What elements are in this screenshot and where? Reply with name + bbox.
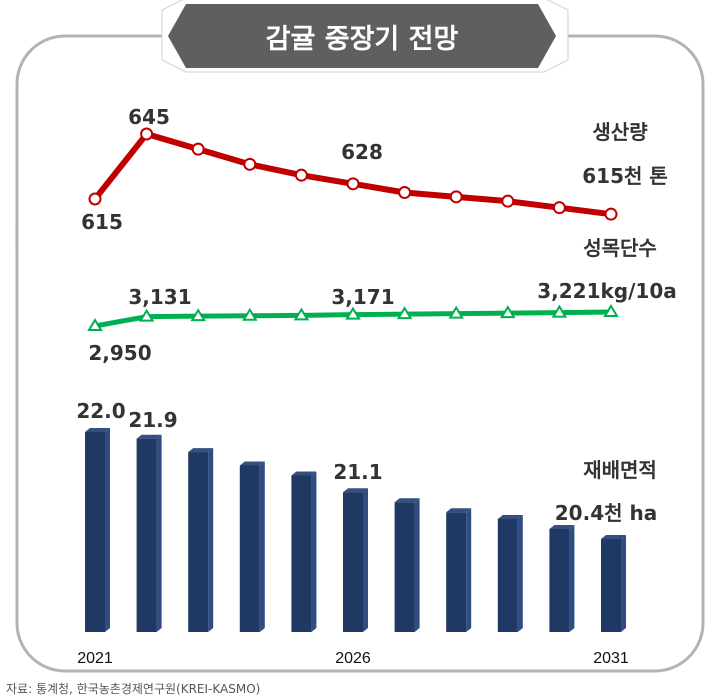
source-note: 자료: 통계청, 한국농촌경제연구원(KREI-KASMO)	[6, 682, 260, 696]
data-labels: 615 645 628 615천 톤 2,950 3,131 3,171 3,221kg/10…	[76, 105, 676, 525]
bar-side	[621, 535, 626, 632]
title-banner-face	[168, 4, 556, 68]
x-tick-label: 2021	[77, 650, 113, 667]
bar-side	[311, 471, 317, 632]
bar-top	[188, 448, 214, 453]
yield-line	[87, 304, 619, 331]
bar-side	[259, 461, 265, 632]
yield-data-label: 3,221kg/10a	[537, 279, 677, 303]
bar-side	[414, 498, 420, 632]
bar-side	[208, 448, 214, 632]
bar-top	[601, 535, 626, 539]
series-label-area: 재배면적	[583, 458, 657, 482]
bar	[343, 492, 363, 632]
series-label-production: 생산량	[592, 120, 648, 144]
production-point	[88, 192, 102, 206]
yield-point	[448, 305, 464, 319]
x-axis-ticks: 2021 2026 2031	[77, 650, 629, 667]
yield-point	[138, 308, 155, 322]
production-point	[243, 157, 257, 171]
yield-point	[500, 305, 516, 319]
bar	[239, 465, 260, 632]
bar-top	[291, 471, 317, 476]
bar-side	[517, 514, 523, 632]
yield-point	[242, 307, 258, 321]
bar-top	[343, 488, 368, 493]
bar	[601, 539, 621, 632]
x-tick-label: 2031	[593, 650, 629, 667]
yield-point	[603, 304, 619, 317]
bar-side	[105, 428, 110, 632]
production-point	[294, 168, 308, 182]
bar	[549, 528, 570, 632]
bar-top	[239, 461, 265, 466]
area-bars	[85, 428, 626, 632]
yield-point	[293, 307, 310, 321]
yield-point	[87, 318, 103, 331]
yield-data-label: 3,131	[128, 285, 191, 309]
production-point	[140, 127, 154, 141]
production-data-label: 615천 톤	[582, 164, 668, 188]
area-data-label: 21.1	[333, 460, 382, 484]
x-tick-label: 2026	[335, 650, 371, 667]
bar-top	[446, 508, 472, 513]
production-point	[398, 186, 412, 199]
production-point	[191, 142, 205, 156]
area-data-label: 21.9	[128, 408, 177, 432]
area-data-label: 20.4천 ha	[555, 501, 657, 525]
yield-data-label: 3,171	[331, 285, 394, 309]
series-label-yield: 성목단수	[583, 236, 657, 260]
yield-point	[345, 306, 361, 320]
bar-top	[394, 498, 420, 503]
production-point	[604, 207, 618, 221]
production-data-label: 628	[341, 140, 383, 164]
bar-side	[569, 524, 575, 632]
bar-top	[136, 434, 162, 439]
production-data-label: 645	[128, 105, 170, 129]
yield-point	[396, 306, 413, 320]
yield-point	[190, 308, 206, 322]
production-point	[449, 190, 463, 204]
bar	[446, 512, 467, 632]
production-line	[88, 127, 618, 221]
bar-side	[156, 434, 162, 632]
bar-side	[466, 508, 472, 632]
bar	[291, 475, 312, 632]
bar	[136, 438, 157, 632]
bar	[85, 432, 105, 632]
production-point	[552, 201, 566, 215]
chart-title: 감귤 중장기 전망	[266, 24, 459, 55]
bar	[497, 518, 518, 632]
bar-top	[497, 514, 523, 519]
bar-top	[85, 428, 110, 432]
bar	[394, 502, 415, 632]
yield-point	[551, 304, 568, 318]
production-data-label: 615	[81, 210, 123, 234]
yield-data-label: 2,950	[88, 341, 151, 365]
area-data-label: 22.0	[76, 399, 125, 423]
bar-side	[363, 488, 368, 632]
bar-top	[549, 524, 575, 529]
production-point	[501, 194, 515, 208]
production-point	[346, 177, 360, 191]
bar	[188, 452, 209, 632]
